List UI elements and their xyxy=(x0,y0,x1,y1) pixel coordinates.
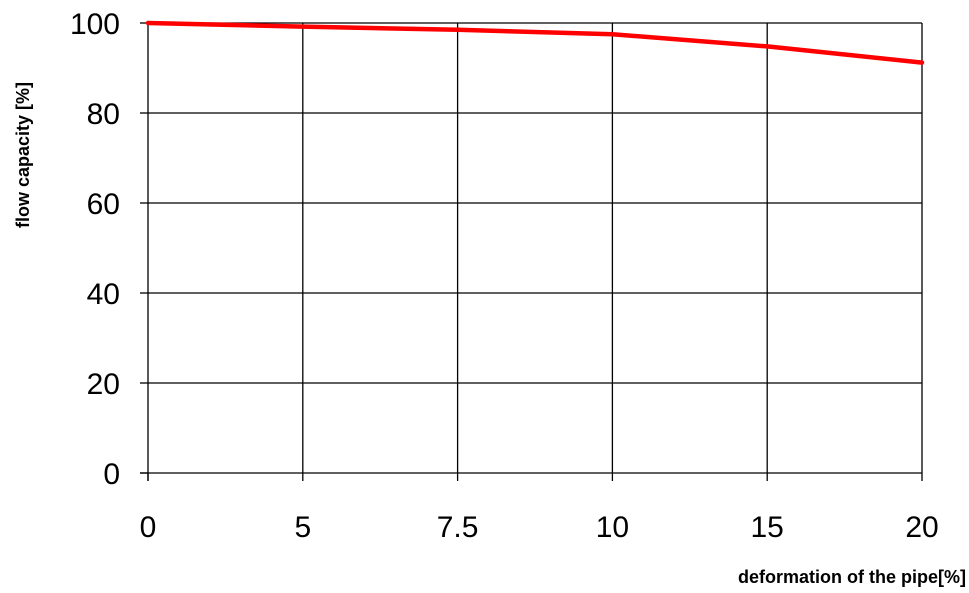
x-tick-label: 7.5 xyxy=(437,511,479,544)
series-layer xyxy=(145,20,925,65)
series-line xyxy=(145,20,925,65)
x-tick-label: 15 xyxy=(751,511,784,544)
axes xyxy=(140,22,923,481)
y-tick-label: 0 xyxy=(103,458,120,491)
y-tick-label: 40 xyxy=(87,278,120,311)
y-tick-label: 100 xyxy=(70,8,120,41)
y-axis-title: flow capacity [%] xyxy=(13,82,33,228)
y-tick-label: 60 xyxy=(87,188,120,221)
grid xyxy=(148,22,923,473)
x-axis-title: deformation of the pipe[%] xyxy=(738,567,966,587)
x-tick-label: 5 xyxy=(294,511,311,544)
y-tick-label: 20 xyxy=(87,368,120,401)
y-tick-label: 80 xyxy=(87,98,120,131)
x-tick-label: 10 xyxy=(596,511,629,544)
tick-labels: 0 20 40 60 80 100 0 5 7.5 10 15 20 xyxy=(70,8,939,544)
x-tick-label: 0 xyxy=(140,511,157,544)
x-tick-label: 20 xyxy=(905,511,938,544)
